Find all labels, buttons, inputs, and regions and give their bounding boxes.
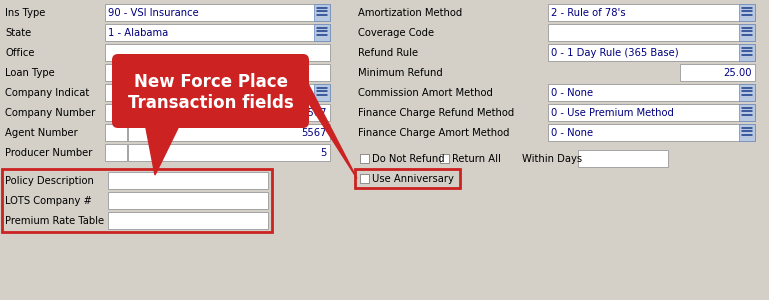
Text: New Force Place: New Force Place — [134, 73, 288, 91]
Text: Company Number: Company Number — [5, 107, 95, 118]
Text: 90 - VSI Insurance: 90 - VSI Insurance — [108, 8, 198, 17]
Bar — [105, 144, 127, 161]
Text: Refund Rule: Refund Rule — [358, 47, 418, 58]
Bar — [578, 150, 668, 167]
Bar — [314, 24, 330, 41]
Text: Do Not Refund: Do Not Refund — [372, 154, 444, 164]
Bar — [548, 124, 755, 141]
Bar — [108, 172, 268, 189]
Bar — [355, 169, 460, 188]
Bar — [360, 174, 369, 183]
Bar — [680, 64, 755, 81]
Text: 0 - None: 0 - None — [551, 88, 593, 98]
Text: Producer Number: Producer Number — [5, 148, 92, 158]
Text: 5: 5 — [321, 148, 327, 158]
Text: Transaction fields: Transaction fields — [128, 94, 294, 112]
Bar — [128, 144, 330, 161]
Bar — [739, 4, 755, 21]
Bar — [105, 104, 127, 121]
Bar — [105, 24, 330, 41]
Polygon shape — [307, 82, 357, 178]
Bar — [739, 104, 755, 121]
Text: 25.00: 25.00 — [724, 68, 752, 77]
Text: Agent Number: Agent Number — [5, 128, 78, 137]
Bar — [108, 192, 268, 209]
Text: 0 - Use Premium Method: 0 - Use Premium Method — [551, 107, 674, 118]
Bar — [105, 84, 330, 101]
Text: 0 - None: 0 - None — [551, 128, 593, 137]
Bar — [105, 124, 127, 141]
Bar — [739, 44, 755, 61]
Bar — [739, 124, 755, 141]
Text: Within Days: Within Days — [522, 154, 582, 164]
Bar — [548, 104, 755, 121]
Bar — [440, 154, 449, 163]
Text: Loan Type: Loan Type — [5, 68, 55, 77]
Bar — [548, 24, 755, 41]
Text: 0 - 1 Day Rule (365 Base): 0 - 1 Day Rule (365 Base) — [551, 47, 678, 58]
Bar — [105, 64, 330, 81]
Bar — [105, 44, 330, 61]
Text: Minimum Refund: Minimum Refund — [358, 68, 443, 77]
Bar — [314, 84, 330, 101]
Bar — [360, 154, 369, 163]
Bar — [314, 4, 330, 21]
Text: 2 - Rule of 78's: 2 - Rule of 78's — [551, 8, 626, 17]
Bar — [548, 44, 755, 61]
Text: 5567: 5567 — [301, 107, 327, 118]
Bar — [105, 4, 330, 21]
Text: Company Indicat: Company Indicat — [5, 88, 89, 98]
Text: Office: Office — [5, 47, 35, 58]
Bar — [739, 84, 755, 101]
Bar — [2, 169, 272, 232]
Text: Amortization Method: Amortization Method — [358, 8, 462, 17]
Bar — [128, 104, 330, 121]
Text: 1 - Alabama: 1 - Alabama — [108, 28, 168, 38]
Text: Return All: Return All — [452, 154, 501, 164]
Text: Commission Amort Method: Commission Amort Method — [358, 88, 493, 98]
FancyBboxPatch shape — [112, 54, 309, 128]
Text: LOTS Company #: LOTS Company # — [5, 196, 92, 206]
Bar — [739, 24, 755, 41]
Text: Policy Description: Policy Description — [5, 176, 94, 185]
Bar — [548, 84, 755, 101]
Text: Use Anniversary: Use Anniversary — [372, 173, 454, 184]
Text: Finance Charge Amort Method: Finance Charge Amort Method — [358, 128, 510, 137]
Text: Ins Type: Ins Type — [5, 8, 45, 17]
Polygon shape — [146, 128, 178, 175]
Bar — [548, 4, 755, 21]
Bar — [108, 212, 268, 229]
Text: Finance Charge Refund Method: Finance Charge Refund Method — [358, 107, 514, 118]
Text: 5567: 5567 — [301, 128, 327, 137]
Bar — [128, 124, 330, 141]
Text: Coverage Code: Coverage Code — [358, 28, 434, 38]
Text: State: State — [5, 28, 32, 38]
Text: Premium Rate Table: Premium Rate Table — [5, 215, 104, 226]
